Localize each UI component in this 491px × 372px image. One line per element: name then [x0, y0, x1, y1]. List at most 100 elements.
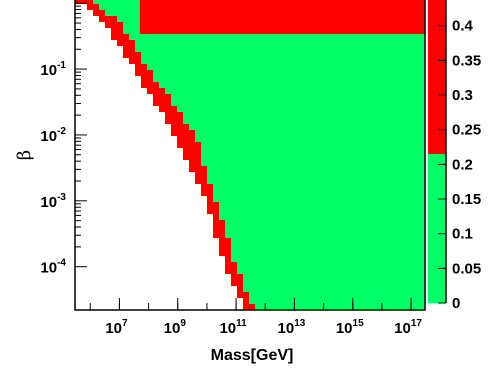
heatmap-cell-low [225, 232, 425, 238]
heatmap-cell-low [141, 52, 425, 58]
colorbar-tick-label: 0.05 [452, 260, 481, 277]
colorbar-low-segment [428, 153, 446, 303]
heatmap-cell-low [171, 94, 425, 100]
heatmap-cell-high [225, 262, 237, 268]
heatmap-cell-low [231, 238, 425, 244]
y-tick-label: 10-2 [40, 126, 66, 145]
heatmap-cell-high [75, 0, 425, 4]
x-axis-title: Mass[GeV] [211, 347, 294, 364]
heatmap-cell-high [171, 124, 189, 130]
heatmap-cell-low [195, 136, 425, 142]
y-axis: 10-1 10-2 10-3 10-4 [40, 2, 87, 277]
heatmap-cell-high [219, 238, 231, 244]
heatmap-cell-high [171, 130, 195, 136]
heatmap-cell-high [219, 250, 231, 256]
heatmap-cell-low [123, 22, 140, 28]
heatmap-cell-high [207, 202, 219, 208]
heatmap-cell-low [207, 172, 425, 178]
heatmap-cell-low [219, 214, 425, 220]
heatmap-cell-low [243, 286, 425, 292]
heatmap-cell-high [177, 142, 201, 148]
heatmap-cell-low [117, 16, 140, 22]
heatmap-cell-high [123, 52, 141, 58]
heatmap-cell-high [123, 46, 135, 52]
heatmap-cell-high [237, 292, 249, 298]
heatmap-cell-high [195, 172, 207, 178]
heatmap-cell-high [189, 166, 207, 172]
heatmap-cell-high [213, 232, 225, 238]
heatmap-cell-low [183, 112, 425, 118]
y-tick-label: 10-3 [40, 192, 66, 211]
heatmap-cell-low [177, 106, 425, 112]
x-tick-label: 1013 [278, 318, 306, 337]
heatmap-cell-high [177, 136, 195, 142]
heatmap-cell-high [165, 112, 183, 118]
heatmap-cell-high [87, 4, 425, 10]
heatmap-cell-high [141, 76, 153, 82]
heatmap-cell-high [141, 82, 159, 88]
heatmap-cell-low [201, 142, 425, 148]
colorbar-tick-label: 0.2 [452, 156, 473, 173]
colorbar-tick-label: 0.3 [452, 87, 473, 104]
heatmap-cell-high [231, 274, 243, 280]
heatmap-cell-low [231, 250, 425, 256]
heatmap-cell-low [171, 100, 425, 106]
heatmap-cell-low [201, 154, 425, 160]
heatmap-cell-low [153, 70, 425, 76]
heatmap-cell-high [135, 64, 147, 70]
colorbar-tick-label: 0.4 [452, 18, 474, 35]
x-axis: 107 109 1011 1013 1015 1017 [89, 298, 422, 337]
x-tick-label: 109 [164, 318, 187, 337]
heatmap-cell-low [231, 256, 425, 262]
heatmap-cells [75, 0, 425, 310]
heatmap-cell-high [99, 16, 425, 22]
heatmap-cell-low [249, 292, 425, 298]
heatmap-cell-low [147, 64, 425, 70]
heatmap-cell-low [201, 160, 425, 166]
heatmap-cell-low [255, 304, 425, 310]
heatmap-cell-high [153, 100, 171, 106]
heatmap-cell-low [135, 40, 425, 46]
x-tick-label: 1017 [394, 318, 422, 337]
heatmap-cell-high [183, 154, 201, 160]
heatmap-cell-high [207, 196, 213, 202]
heatmap-cell-low [225, 220, 425, 226]
heatmap-cell-high [225, 256, 231, 262]
heatmap-cell-low [201, 148, 425, 154]
heatmap-cell-low [195, 130, 425, 136]
heatmap-cell-high [207, 208, 219, 214]
heatmap-cell-high [219, 244, 231, 250]
heatmap-cell-low [237, 262, 425, 268]
heatmap-cell-low [237, 268, 425, 274]
heatmap-cell-low [159, 82, 425, 88]
x-tick-label: 107 [105, 318, 128, 337]
heatmap-cell-low [207, 178, 425, 184]
heatmap-cell-high [159, 106, 177, 112]
heatmap-cell-high [213, 220, 225, 226]
heatmap-cell-high [105, 22, 425, 28]
heatmap-cell-low [231, 244, 425, 250]
heatmap-cell-high [189, 160, 201, 166]
colorbar-tick-label: 0.15 [452, 191, 481, 208]
heatmap-cell-high [213, 226, 225, 232]
heatmap-cell-high [117, 40, 135, 46]
heatmap-cell-low [243, 274, 425, 280]
heatmap-cell-high [243, 304, 255, 310]
heatmap-cell-high [237, 286, 243, 292]
heatmap-cell-low [99, 4, 140, 10]
heatmap-cell-high [183, 148, 201, 154]
heatmap-cell-low [213, 190, 425, 196]
y-tick-label: 10-1 [40, 60, 66, 79]
colorbar-tick-label: 0.1 [452, 226, 473, 243]
x-tick-label: 1011 [219, 318, 247, 337]
heatmap-cell-high [111, 28, 425, 34]
heatmap-cell-low [225, 226, 425, 232]
heatmap-cell-high [135, 70, 153, 76]
colorbar-tick-label: 0 [452, 295, 460, 312]
heatmap-cell-high [225, 268, 237, 274]
colorbar-tick-label: 0.35 [452, 52, 481, 69]
heatmap-cell-high [111, 34, 129, 40]
heatmap-cell-high [129, 58, 141, 64]
heatmap-cell-low [93, 0, 140, 4]
